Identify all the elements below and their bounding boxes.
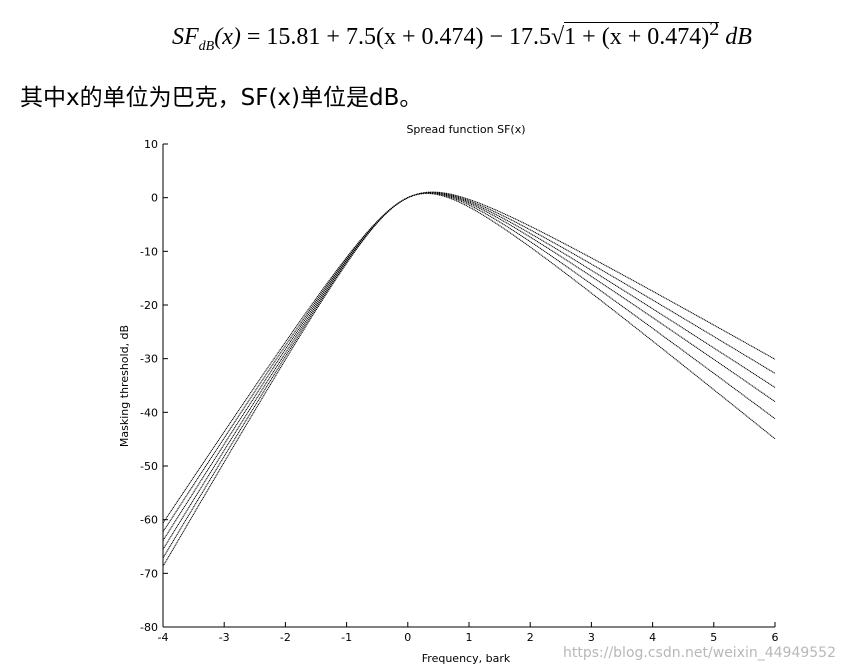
caption: 其中x的单位为巴克，SF(x)单位是dB。 [20,85,423,111]
x-axis-title: Frequency, bark [422,652,511,665]
x-tick-label: -2 [280,631,291,644]
x-tick-label: 2 [527,631,534,644]
y-axis-title: Masking threshold, dB [118,325,131,447]
formula-lhs-sub: dB [198,39,215,54]
y-tick-label: 0 [151,192,158,205]
x-tick-label: 5 [710,631,717,644]
x-tick-label: 1 [466,631,473,644]
y-tick-label: -20 [140,299,158,312]
y-tick-label: -50 [140,460,158,473]
formula: SFdB(x) = 15.81 + 7.5(x + 0.474) − 17.5√… [172,18,752,55]
y-tick-label: -60 [140,514,158,527]
series-line-2 [162,191,776,533]
x-tick-label: 4 [649,631,656,644]
plot-area: 100-10-20-30-40-50-60-70-80-4 -3 -2 -1 0 1 2 3 4… [140,138,778,644]
formula-lhs-base: SF [172,24,199,50]
x-tick-label: 0 [404,631,411,644]
sqrt-symbol: √ [551,24,565,50]
y-tick-label: -30 [140,353,158,366]
x-tick-label: 3 [588,631,595,644]
x-tick-label: -4 [158,631,169,644]
series-line-3 [162,192,776,541]
formula-exponent: 2 [709,18,720,40]
series-line-6 [162,193,776,567]
y-tick-label: -10 [140,245,158,258]
chart-title: Spread function SF(x) [406,123,525,136]
formula-rhs: = 15.81 + 7.5(x + 0.474) − 17.5 [246,24,551,50]
series-line-1 [162,191,776,524]
series-line-4 [162,192,776,550]
y-tick-label: -40 [140,406,158,419]
y-tick-label: -80 [140,621,158,634]
series-line-5 [162,192,776,559]
formula-lhs-arg: (x) [214,24,241,50]
x-tick-label: -1 [341,631,352,644]
x-tick-label: 6 [772,631,779,644]
formula-unit: dB [725,24,752,50]
y-tick-label: -70 [140,567,158,580]
formula-sqrt-content: 1 + (x + 0.474)2 [564,18,720,50]
watermark: https://blog.csdn.net/weixin_44949552 [562,645,836,661]
y-tick-label: 10 [144,138,158,151]
x-tick-label: -3 [219,631,230,644]
